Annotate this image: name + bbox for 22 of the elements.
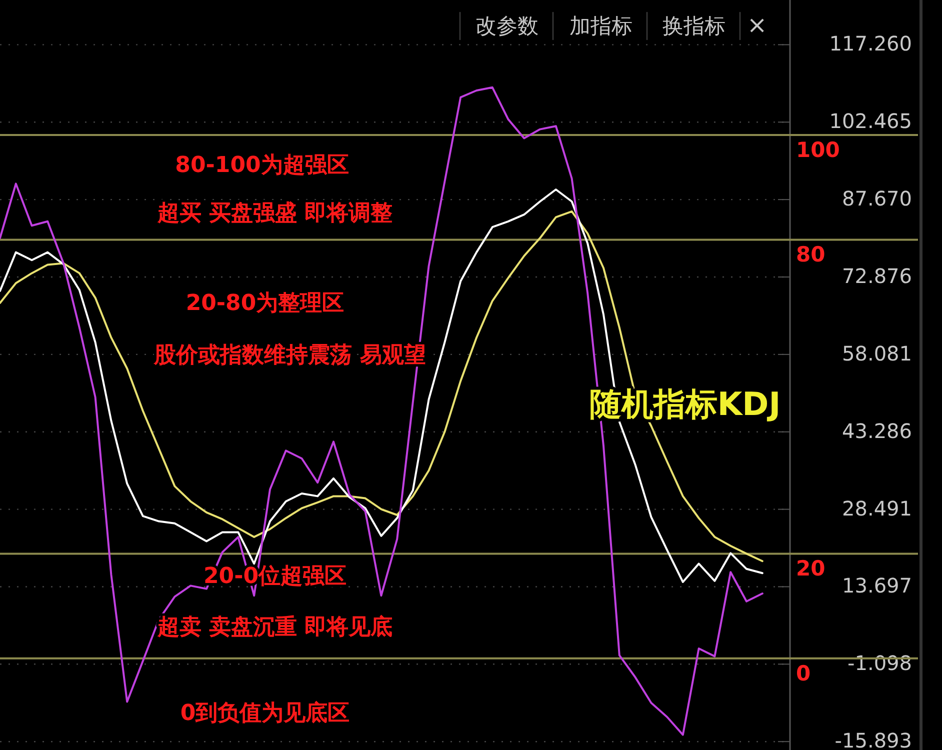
ref-line-label: 80 bbox=[796, 242, 826, 267]
y-tick-label: 117.260 bbox=[829, 32, 912, 56]
annotation: 改参数 bbox=[476, 14, 538, 38]
annotation: 超卖 卖盘沉重 即将见底 bbox=[156, 614, 393, 640]
annotation: 20-80为整理区 bbox=[186, 291, 344, 316]
ref-line-label: 20 bbox=[796, 556, 826, 581]
annotation: 换指标 bbox=[662, 14, 726, 38]
y-tick-label: -15.893 bbox=[834, 728, 912, 750]
y-tick-label: 87.670 bbox=[842, 186, 912, 211]
ref-line-label: 100 bbox=[796, 138, 840, 162]
annotation: 加指标 bbox=[570, 14, 632, 38]
ref-line-label: 0 bbox=[796, 661, 811, 686]
y-tick-label: 13.697 bbox=[842, 574, 912, 598]
y-tick-label: 72.876 bbox=[842, 264, 912, 288]
y-tick-label: 28.491 bbox=[842, 496, 912, 520]
y-tick-label: 58.081 bbox=[842, 341, 912, 366]
annotation: 0到负值为见底区 bbox=[180, 700, 350, 726]
annotation: × bbox=[746, 11, 768, 39]
annotation: 超买 买盘强盛 即将调整 bbox=[156, 201, 393, 226]
y-tick-label: 43.286 bbox=[842, 418, 912, 443]
annotation: 80-100为超强区 bbox=[175, 153, 349, 178]
y-tick-label: 102.465 bbox=[829, 109, 912, 134]
